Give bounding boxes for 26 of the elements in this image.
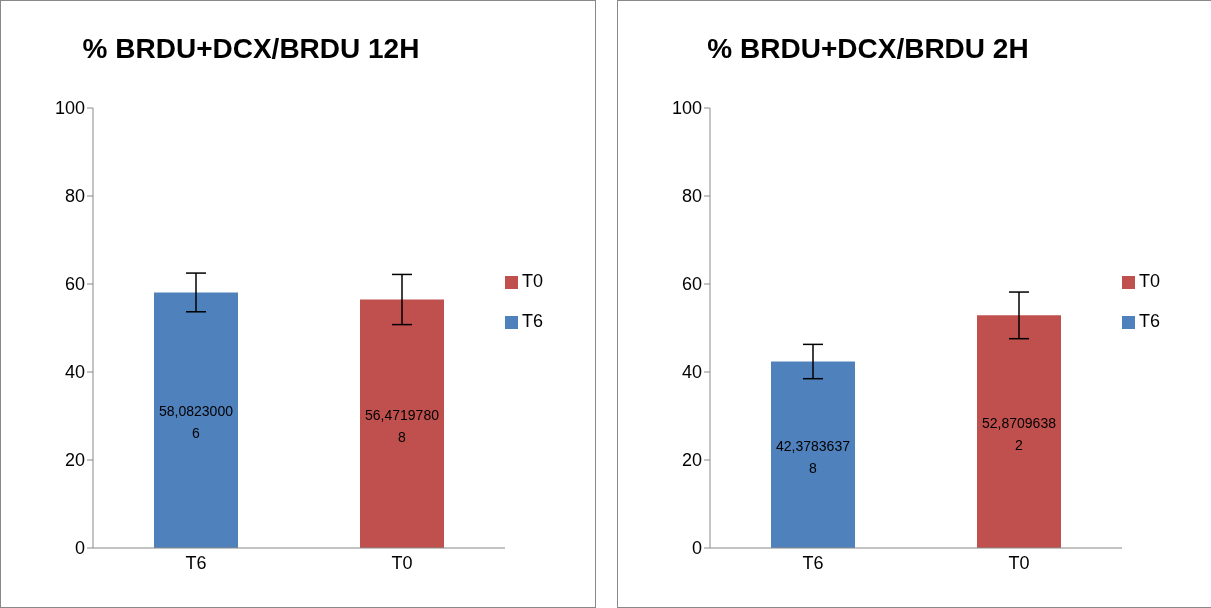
data-label: 52,87096382 xyxy=(982,414,1057,453)
x-tick-label: T0 xyxy=(391,552,413,573)
y-tick-label: 60 xyxy=(64,274,85,295)
x-tick-label: T6 xyxy=(185,552,207,573)
legend-label: T0 xyxy=(1139,271,1161,291)
legend-label: T0 xyxy=(522,271,544,291)
y-tick-label: 80 xyxy=(681,186,702,207)
data-label: 42,37836378 xyxy=(776,437,851,476)
y-tick-label: 100 xyxy=(54,98,85,119)
chart-title: % BRDU+DCX/BRDU 12H xyxy=(81,33,421,65)
x-tick-label: T6 xyxy=(802,552,824,573)
y-tick-label: 40 xyxy=(681,362,702,383)
y-tick-label: 40 xyxy=(64,362,85,383)
chart-title: % BRDU+DCX/BRDU 2H xyxy=(706,33,1030,65)
data-label: 58,08230006 xyxy=(159,403,234,442)
y-tick-label: 80 xyxy=(64,186,85,207)
data-label: 56,47197808 xyxy=(365,406,440,445)
y-tick-label: 100 xyxy=(671,98,702,119)
legend-label: T6 xyxy=(1139,311,1161,331)
y-tick-label: 0 xyxy=(74,538,85,559)
y-tick-label: 60 xyxy=(681,274,702,295)
y-tick-label: 20 xyxy=(681,450,702,471)
legend-label: T6 xyxy=(522,311,544,331)
y-tick-label: 20 xyxy=(64,450,85,471)
x-tick-label: T0 xyxy=(1008,552,1030,573)
y-tick-label: 0 xyxy=(691,538,702,559)
